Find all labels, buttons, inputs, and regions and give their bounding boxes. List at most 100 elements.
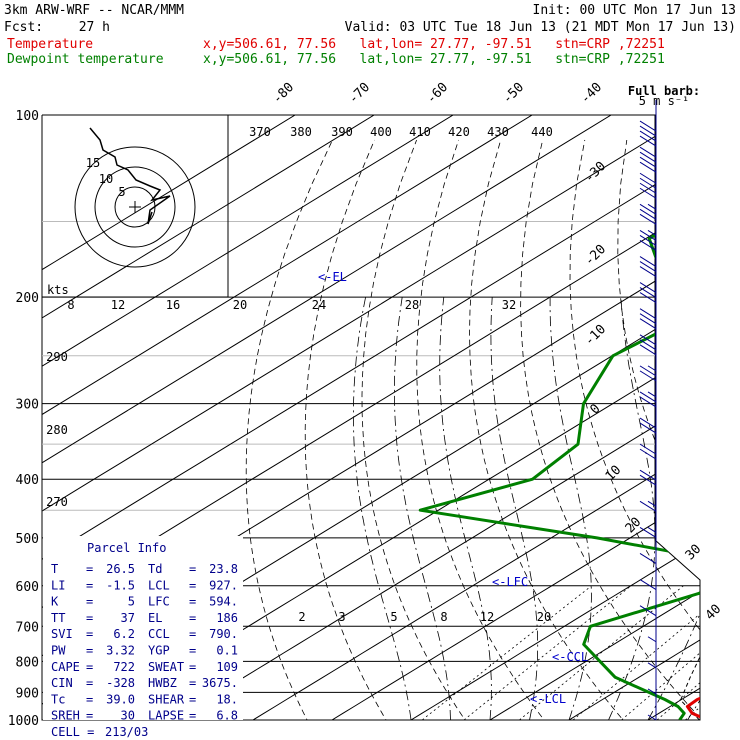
mixing-ratio-label: 5: [390, 610, 397, 624]
wind-barb: [639, 161, 657, 173]
model-name: 3km ARW-WRF -- NCAR/MMM: [4, 3, 184, 18]
wind-barb: [639, 135, 657, 147]
mixing-ratio-line: [621, 585, 700, 720]
parcel-info-value: 0.1: [216, 644, 238, 658]
parcel-info-equals: =: [86, 709, 93, 723]
temperature-tick-label: -20: [582, 242, 609, 269]
dry-adiabat-line: [245, 139, 333, 720]
parcel-info-cell-value: 213/03: [105, 725, 148, 739]
parcel-info-value: 722: [113, 660, 135, 674]
dry-adiabat-line: [569, 139, 700, 720]
wind-barb: [639, 553, 657, 564]
parcel-info-equals: =: [86, 692, 93, 706]
wind-barb: [639, 370, 657, 382]
wind-barb: [647, 365, 657, 372]
wind-barb: [647, 203, 657, 210]
parcel-info-key: K: [51, 595, 59, 609]
parcel-info-key: HWBZ: [148, 676, 177, 690]
wind-barb: [647, 391, 657, 398]
dry-adiabat-line: [416, 139, 555, 720]
wind-barb: [639, 292, 657, 304]
wind-barb: [639, 156, 657, 168]
parcel-info-value: 594.: [209, 595, 238, 609]
parcel-info-equals: =: [86, 644, 93, 658]
wind-barb: [639, 474, 657, 486]
hodograph-ring: [74, 146, 196, 268]
mixing-ratio-label: 12: [480, 610, 494, 624]
parcel-info-equals: =: [189, 562, 196, 576]
pressure-tick-label: 900: [16, 686, 39, 701]
parcel-info-value: 18.: [216, 692, 238, 706]
moist-adiabat-line: [727, 297, 740, 720]
mixing-ratio-label: 3: [338, 610, 345, 624]
wind-barb: [647, 526, 657, 533]
parcel-info-value: 186: [216, 611, 238, 625]
parcel-info-value: -328: [106, 676, 135, 690]
pressure-tick-label: 300: [16, 398, 39, 413]
barb-key-line1: Full barb:: [628, 84, 700, 98]
valid-time: Valid: 03 UTC Tue 18 Jun 13 (21 MDT Mon …: [345, 20, 736, 35]
wind-barb: [639, 213, 657, 225]
theta-label: 270: [46, 495, 68, 509]
parcel-info-key: Td: [148, 562, 162, 576]
parcel-info-key: YGP: [148, 644, 170, 658]
wind-barb: [647, 688, 657, 695]
parcel-info-key: SVI: [51, 627, 73, 641]
moist-adiabat-line: [490, 297, 539, 720]
moist-adiabat-line: [647, 297, 700, 720]
isotherm-line: [42, 115, 691, 720]
wind-barb: [639, 235, 657, 246]
theta-label: 290: [46, 350, 68, 364]
parcel-info-equals: =: [189, 611, 196, 625]
wind-barb: [639, 396, 657, 408]
hodograph-ring: [94, 166, 176, 248]
temperature-tick-label: 40: [703, 602, 725, 624]
parcel-info-cell-label: CELL =: [51, 725, 94, 739]
parcel-info-equals: =: [189, 595, 196, 609]
parcel-info-equals: =: [86, 676, 93, 690]
moist-adiabat-line: [687, 297, 700, 720]
mixing-ratio-label: 12: [111, 298, 125, 312]
parcel-info-key: LFC: [148, 595, 170, 609]
wind-barb: [639, 151, 657, 163]
parcel-info-equals: =: [86, 627, 93, 641]
parcel-info-equals: =: [189, 627, 196, 641]
wind-barb: [639, 391, 657, 403]
wind-barb: [639, 526, 657, 538]
mixing-ratio-label: 32: [502, 298, 516, 312]
lfc-marker: <-LFC: [492, 575, 528, 589]
wind-barb: [639, 120, 657, 132]
wind-barb: [639, 344, 657, 356]
wind-barb: [639, 318, 657, 330]
isotherm-line: [173, 115, 700, 720]
parcel-info-value: 790.: [209, 627, 238, 641]
hodograph-units: kts: [47, 283, 69, 297]
wind-barb: [639, 422, 657, 434]
parcel-info-key: TT: [51, 611, 65, 625]
parcel-info-equals: =: [189, 578, 196, 592]
init-time: Init: 00 UTC Mon 17 Jun 13: [533, 3, 737, 18]
temperature-tick-label: -30: [582, 159, 609, 186]
wind-barb: [639, 208, 657, 220]
parcel-info-key: EL: [148, 611, 162, 625]
mixing-ratio-label: 2: [298, 610, 305, 624]
isotherm-line: [252, 115, 700, 720]
isotherm-line: [568, 115, 700, 720]
parcel-info-key: SWEAT: [148, 660, 184, 674]
wind-barb: [639, 313, 657, 325]
wind-barb: [639, 146, 657, 158]
isotherm-line: [331, 115, 700, 720]
wind-barb: [639, 605, 657, 617]
legend-temperature-info: x,y=506.61, 77.56 lat,lon= 27.77, -97.51…: [203, 37, 665, 52]
legend-dewpoint-label: Dewpoint temperature: [7, 52, 164, 67]
pressure-tick-label: 200: [16, 291, 39, 306]
parcel-info-value: 30: [121, 709, 135, 723]
mixing-ratio-line: [572, 585, 700, 720]
wind-barb: [647, 662, 657, 669]
mixing-ratio-label: 16: [166, 298, 180, 312]
parcel-info-key: SHEAR: [148, 692, 185, 706]
parcel-info-equals: =: [189, 692, 196, 706]
theta-label: 280: [46, 423, 68, 437]
isotherm-line: [647, 115, 700, 720]
theta-label: 440: [531, 125, 553, 139]
